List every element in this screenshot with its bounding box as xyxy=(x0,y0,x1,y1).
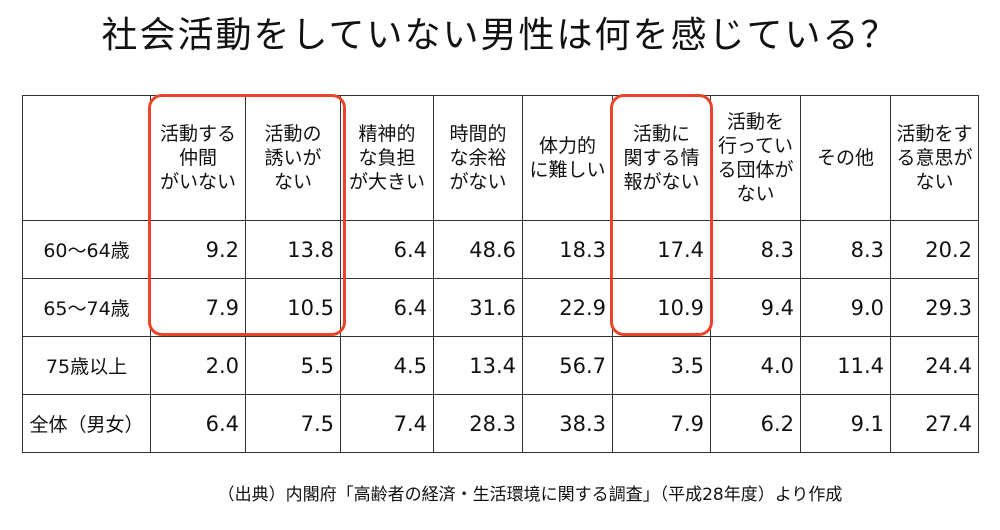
header-cell: その他 xyxy=(800,95,891,221)
table-row: 60～64歳 9.2 13.8 6.4 48.6 18.3 17.4 8.3 8.3 20.2 xyxy=(22,220,979,279)
header-cell: 活動を 行ってい る団体が ない xyxy=(710,95,801,221)
value-cell: 5.5 xyxy=(245,336,341,395)
value-cell: 7.9 xyxy=(612,394,711,453)
value-cell: 9.2 xyxy=(150,220,246,279)
value-cell: 6.2 xyxy=(710,394,801,453)
value-cell: 48.6 xyxy=(433,220,523,279)
header-cell: 体力的 に難しい xyxy=(522,95,613,221)
header-cell: 活動に 関する情 報がない xyxy=(612,95,711,221)
value-cell: 29.3 xyxy=(890,278,979,337)
value-cell: 56.7 xyxy=(522,336,613,395)
value-cell: 10.9 xyxy=(612,278,711,337)
value-cell: 2.0 xyxy=(150,336,246,395)
source-note: （出典）内閣府「高齢者の経済・生活環境に関する調査」（平成28年度）より作成 xyxy=(217,485,843,505)
row-label: 全体（男女） xyxy=(22,394,151,453)
value-cell: 11.4 xyxy=(800,336,891,395)
table-row: 75歳以上 2.0 5.5 4.5 13.4 56.7 3.5 4.0 11.4 24.4 xyxy=(22,336,979,395)
table-row: 65～74歳 7.9 10.5 6.4 31.6 22.9 10.9 9.4 9.0 29.3 xyxy=(22,278,979,337)
value-cell: 13.4 xyxy=(433,336,523,395)
value-cell: 22.9 xyxy=(522,278,613,337)
row-label: 75歳以上 xyxy=(22,336,151,395)
value-cell: 17.4 xyxy=(612,220,711,279)
row-label: 65～74歳 xyxy=(22,278,151,337)
header-cell: 活動の 誘いが ない xyxy=(245,95,341,221)
value-cell: 9.1 xyxy=(800,394,891,453)
value-cell: 8.3 xyxy=(710,220,801,279)
value-cell: 4.5 xyxy=(340,336,434,395)
value-cell: 7.4 xyxy=(340,394,434,453)
row-label: 60～64歳 xyxy=(22,220,151,279)
value-cell: 18.3 xyxy=(522,220,613,279)
value-cell: 9.0 xyxy=(800,278,891,337)
value-cell: 4.0 xyxy=(710,336,801,395)
value-cell: 38.3 xyxy=(522,394,613,453)
value-cell: 31.6 xyxy=(433,278,523,337)
value-cell: 8.3 xyxy=(800,220,891,279)
value-cell: 7.9 xyxy=(150,278,246,337)
header-cell: 時間的 な余裕 がない xyxy=(433,95,523,221)
header-cell xyxy=(22,95,151,221)
header-cell: 活動する 仲間 がいない xyxy=(150,95,246,221)
value-cell: 6.4 xyxy=(150,394,246,453)
value-cell: 6.4 xyxy=(340,278,434,337)
value-cell: 6.4 xyxy=(340,220,434,279)
table-row: 全体（男女） 6.4 7.5 7.4 28.3 38.3 7.9 6.2 9.1 27.4 xyxy=(22,394,979,453)
value-cell: 10.5 xyxy=(245,278,341,337)
value-cell: 24.4 xyxy=(890,336,979,395)
survey-table: 活動する 仲間 がいない 活動の 誘いが ない 精神的 な負担 が大きい 時間的… xyxy=(22,95,979,453)
value-cell: 28.3 xyxy=(433,394,523,453)
value-cell: 9.4 xyxy=(710,278,801,337)
value-cell: 13.8 xyxy=(245,220,341,279)
page-title: 社会活動をしていない男性は何を感じている？ xyxy=(101,15,899,56)
value-cell: 27.4 xyxy=(890,394,979,453)
value-cell: 20.2 xyxy=(890,220,979,279)
header-cell: 精神的 な負担 が大きい xyxy=(340,95,434,221)
value-cell: 7.5 xyxy=(245,394,341,453)
header-cell: 活動をす る意思が ない xyxy=(890,95,979,221)
value-cell: 3.5 xyxy=(612,336,711,395)
header-row: 活動する 仲間 がいない 活動の 誘いが ない 精神的 な負担 が大きい 時間的… xyxy=(22,95,979,221)
